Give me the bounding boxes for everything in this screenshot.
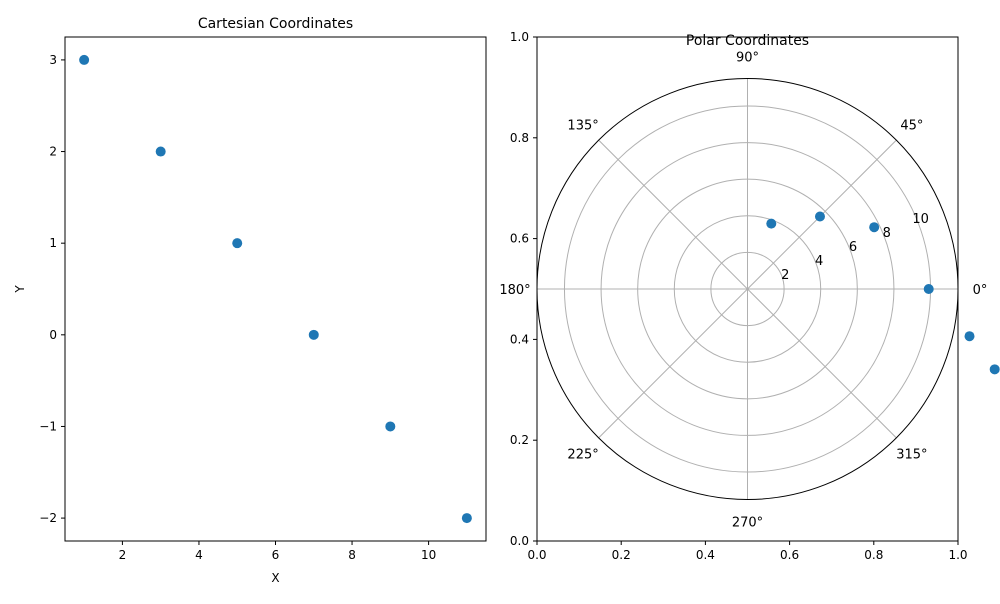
cartesian-y-tick-label: 2 (49, 145, 57, 159)
background-y-ticks: 0.0 0.2 0.4 0.6 0.8 1.0 (510, 30, 537, 548)
background-y-tick-label: 0.6 (510, 232, 529, 246)
cartesian-x-tick-label: 2 (119, 548, 127, 562)
cartesian-y-tick-label: −2 (39, 511, 57, 525)
polar-angle-labels: 0° 45° 90° 135° 180° 225° 270° 315° (499, 51, 987, 531)
background-x-tick-label: 0.2 (612, 548, 631, 562)
polar-angle-tick-label: 90° (736, 51, 759, 66)
cartesian-title: Cartesian Coordinates (198, 16, 353, 32)
cartesian-x-tick-label: 8 (348, 548, 356, 562)
cartesian-y-tick-label: 0 (49, 328, 57, 342)
cartesian-x-tick-label: 4 (195, 548, 203, 562)
polar-angle-tick-label: 45° (900, 119, 923, 134)
polar-angle-gridline (598, 139, 748, 290)
background-y-tick-label: 1.0 (510, 30, 529, 44)
polar-angle-tick-label: 0° (973, 283, 988, 298)
background-x-tick-label: 0.6 (780, 548, 799, 562)
cartesian-y-tick-label: −1 (39, 419, 57, 433)
polar-angle-tick-label: 225° (567, 447, 598, 462)
polar-data-point (869, 222, 880, 233)
background-x-ticks: 0.0 0.2 0.4 0.6 0.8 1.0 (527, 541, 968, 562)
cartesian-y-ticks: 3 2 1 0 −1 −2 (39, 53, 65, 525)
cartesian-data-point (461, 513, 472, 524)
polar-grid (537, 78, 958, 500)
polar-angle-tick-label: 315° (896, 447, 927, 462)
polar-radial-tick-label: 8 (883, 226, 891, 241)
polar-angle-gridline (747, 288, 897, 439)
cartesian-y-tick-label: 1 (49, 236, 57, 250)
cartesian-x-ticks: 2 4 6 8 10 (119, 541, 436, 562)
polar-angle-tick-label: 180° (499, 283, 530, 298)
cartesian-x-tick-label: 6 (272, 548, 280, 562)
cartesian-data-point (232, 238, 243, 249)
polar-radial-labels: 2 4 6 8 10 (781, 212, 929, 283)
cartesian-data-point (308, 329, 319, 340)
cartesian-data-point (79, 54, 90, 65)
cartesian-data-point (385, 421, 396, 432)
cartesian-y-tick-label: 3 (49, 53, 57, 67)
polar-angle-gridline (598, 288, 748, 439)
polar-data-point (964, 331, 975, 342)
cartesian-points (79, 54, 472, 524)
background-x-tick-label: 0.4 (696, 548, 715, 562)
polar-title: Polar Coordinates (686, 33, 809, 49)
polar-data-point (989, 364, 1000, 375)
polar-radial-tick-label: 6 (849, 240, 857, 255)
polar-radial-tick-label: 2 (781, 268, 789, 283)
polar-data-point (766, 218, 777, 229)
background-y-tick-label: 0.2 (510, 433, 529, 447)
polar-angle-tick-label: 135° (567, 119, 598, 134)
polar-panel: 0.0 0.2 0.4 0.6 0.8 1.0 0.0 0.2 0.4 0.6 0.8 1.0 2 4… (499, 30, 1000, 562)
background-x-tick-label: 0.0 (527, 548, 546, 562)
cartesian-axes-frame (64, 36, 487, 542)
cartesian-panel: Cartesian Coordinates X Y 2 4 6 8 10 3210−1−… (13, 16, 487, 585)
polar-radial-tick-label: 4 (815, 254, 823, 269)
background-y-tick-label: 0.0 (510, 534, 529, 548)
cartesian-data-point (155, 146, 166, 157)
polar-angle-tick-label: 270° (732, 516, 763, 531)
cartesian-y-label: Y (13, 285, 27, 294)
polar-data-point (923, 284, 934, 294)
cartesian-x-label: X (271, 571, 279, 585)
background-x-tick-label: 0.8 (864, 548, 883, 562)
background-y-tick-label: 0.4 (510, 332, 529, 346)
background-y-tick-label: 0.8 (510, 131, 529, 145)
cartesian-x-tick-label: 10 (421, 548, 436, 562)
polar-data-point (814, 211, 825, 222)
polar-outline (536, 78, 959, 500)
background-x-tick-label: 1.0 (948, 548, 967, 562)
polar-points (766, 211, 1000, 375)
polar-radial-tick-label: 10 (912, 212, 929, 227)
